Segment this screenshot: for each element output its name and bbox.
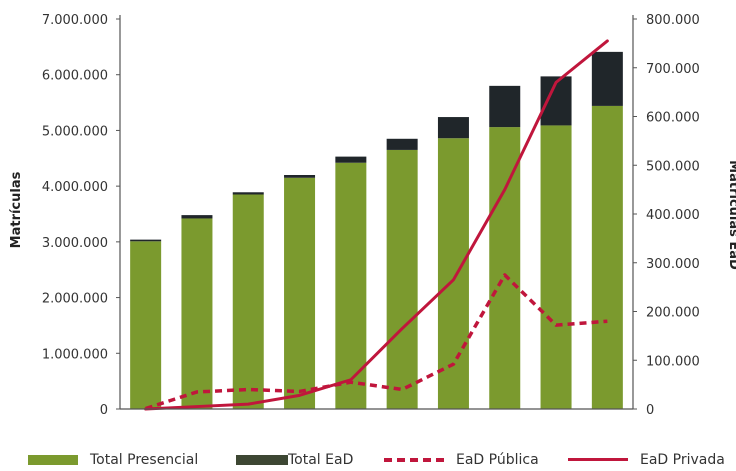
y2-tick-label: 400.000 xyxy=(646,208,700,223)
bar-total-presencial xyxy=(540,125,572,410)
y2-tick-label: 600.000 xyxy=(646,111,700,126)
legend: Total Presencial Total EaD EaD Pública E… xyxy=(0,448,736,471)
bar-total-ead xyxy=(284,175,316,178)
y2-tick-label: 200.000 xyxy=(646,306,700,321)
bar-total-ead xyxy=(591,51,623,106)
y-tick-label: 1.000.000 xyxy=(42,347,108,362)
line-series xyxy=(144,39,609,411)
bar-total-ead xyxy=(386,138,418,150)
y-tick-label: 2.000.000 xyxy=(42,292,108,307)
bar-total-ead xyxy=(489,85,521,128)
legend-label: Total EaD xyxy=(288,451,354,468)
legend-label: EaD Pública xyxy=(456,451,539,468)
bar-total-presencial xyxy=(335,162,367,409)
line-ead-privada xyxy=(144,39,609,411)
chart: 0 1.000.000 2.000.000 3.000.000 4.000.000 5.0… xyxy=(9,13,736,418)
bar-total-ead xyxy=(335,156,367,163)
bar-total-presencial xyxy=(232,194,264,409)
right-axis-ticks: 0 100.000 200.000 300.000 400.000 500.000 600.… xyxy=(633,13,700,418)
y2-axis-title: Matrículas EaD xyxy=(726,160,736,270)
y2-tick-label: 500.000 xyxy=(646,159,700,174)
y-tick-label: 4.000.000 xyxy=(42,180,108,195)
legend-item-ead-privada: EaD Privada xyxy=(568,448,725,471)
legend-label: EaD Privada xyxy=(640,451,725,468)
bar-total-ead xyxy=(181,215,213,219)
bar-total-presencial xyxy=(181,218,213,409)
bar-total-presencial xyxy=(591,105,623,410)
line-ead-publica xyxy=(145,273,608,411)
y-tick-label: 5.000.000 xyxy=(42,124,108,139)
bar-total-ead xyxy=(130,239,162,242)
legend-label: Total Presencial xyxy=(90,451,199,468)
y-tick-label: 3.000.000 xyxy=(42,236,108,251)
legend-item-total-ead: Total EaD xyxy=(236,448,353,471)
bar-total-ead xyxy=(232,192,264,195)
y2-tick-label: 0 xyxy=(646,403,654,418)
bar-total-presencial xyxy=(386,149,418,409)
bar-total-presencial xyxy=(284,177,316,409)
legend-swatch-ead-privada xyxy=(568,458,628,461)
y2-tick-label: 300.000 xyxy=(646,257,700,272)
bar-total-presencial xyxy=(489,127,521,409)
legend-swatch-ead-publica xyxy=(384,457,444,462)
y2-tick-label: 100.000 xyxy=(646,354,700,369)
left-axis-ticks: 0 1.000.000 2.000.000 3.000.000 4.000.000 5.0… xyxy=(42,13,120,418)
y2-tick-label: 700.000 xyxy=(646,62,700,77)
y-tick-label: 0 xyxy=(100,403,108,418)
y-tick-label: 6.000.000 xyxy=(42,69,108,84)
bar-total-ead xyxy=(437,117,469,139)
legend-item-ead-publica: EaD Pública xyxy=(384,448,539,471)
legend-swatch-total-presencial xyxy=(28,454,78,465)
legend-item-total-presencial: Total Presencial xyxy=(28,448,198,471)
y2-tick-label: 800.000 xyxy=(646,13,700,28)
y-axis-title: Matrículas xyxy=(9,171,24,248)
y-tick-label: 7.000.000 xyxy=(42,13,108,28)
legend-swatch-total-ead xyxy=(236,454,288,465)
bar-total-presencial xyxy=(130,241,162,409)
